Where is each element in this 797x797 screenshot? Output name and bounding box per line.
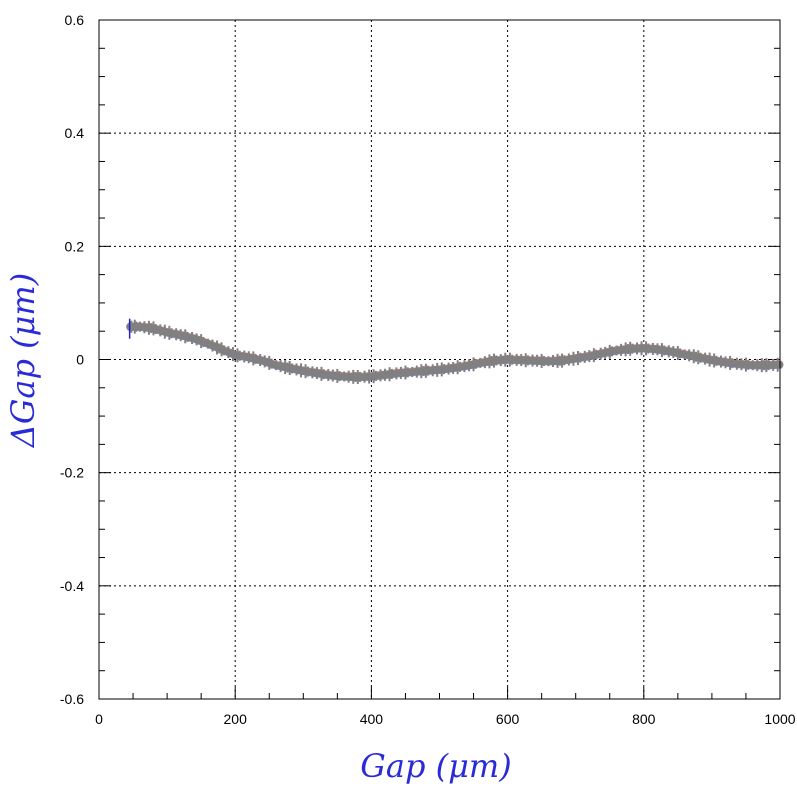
y-axis-title: ΔGap (μm) [4, 273, 42, 450]
series-layer [126, 318, 784, 385]
x-tick-label: 600 [496, 711, 520, 727]
y-tick-label: 0 [76, 352, 84, 368]
x-axis-title: Gap (μm) [360, 747, 511, 785]
x-tick-labels: 0 200 400 600 800 1000 [95, 711, 796, 727]
y-tick-label: -0.2 [60, 465, 84, 481]
grid [99, 20, 780, 699]
y-tick-label: 0.2 [65, 238, 85, 254]
y-tick-labels: -0.6 -0.4 -0.2 0 0.2 0.4 0.6 [60, 12, 84, 707]
x-tick-label: 200 [224, 711, 248, 727]
plot-frame [98, 19, 781, 700]
y-tick-label: 0.6 [65, 12, 85, 28]
plot-area [98, 19, 784, 700]
x-tick-label: 1000 [764, 711, 795, 727]
y-tick-label: 0.4 [65, 125, 85, 141]
x-tick-label: 0 [95, 711, 103, 727]
y-tick-label: -0.4 [60, 578, 84, 594]
x-tick-label: 400 [360, 711, 384, 727]
x-tick-label: 800 [632, 711, 656, 727]
y-tick-label: -0.6 [60, 691, 84, 707]
